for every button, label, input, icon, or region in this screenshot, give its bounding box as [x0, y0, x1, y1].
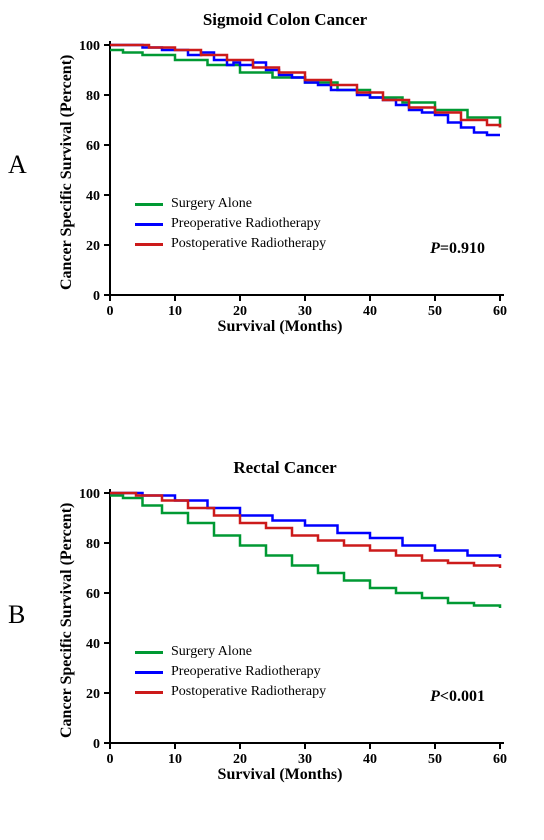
- page: A Sigmoid Colon Cancer 0 10 20 30 40 50 60 0 20 4…: [0, 0, 544, 840]
- svg-text:60: 60: [493, 304, 507, 319]
- svg-text:40: 40: [363, 304, 377, 319]
- p-letter: P: [430, 240, 440, 257]
- panel-a-label: A: [8, 150, 27, 180]
- svg-text:60: 60: [493, 752, 507, 767]
- svg-text:80: 80: [86, 89, 100, 104]
- panel-b-pvalue: P<0.001: [430, 688, 485, 706]
- p-number: =0.910: [440, 240, 485, 257]
- panel-a-title: Sigmoid Colon Cancer: [40, 10, 530, 30]
- legend-swatch: [135, 223, 163, 226]
- panel-a-xlabel: Survival (Months): [70, 318, 490, 336]
- legend-label: Preoperative Radiotherapy: [171, 215, 321, 233]
- svg-text:20: 20: [86, 239, 100, 254]
- p-number: <0.001: [440, 688, 485, 705]
- svg-text:60: 60: [86, 587, 100, 602]
- svg-text:20: 20: [233, 752, 247, 767]
- svg-text:30: 30: [298, 304, 312, 319]
- panel-b-title: Rectal Cancer: [40, 458, 530, 478]
- legend-item: Postoperative Radiotherapy: [135, 235, 326, 253]
- panel-a-svg: 0 10 20 30 40 50 60 0 20 40 60 80 100: [40, 35, 530, 335]
- panel-a-chart: Sigmoid Colon Cancer 0 10 20 30 40 50 60 0 20 40 6…: [40, 10, 530, 360]
- svg-text:0: 0: [93, 737, 100, 752]
- svg-text:100: 100: [79, 487, 100, 502]
- legend-item: Postoperative Radiotherapy: [135, 683, 326, 701]
- p-letter: P: [430, 688, 440, 705]
- panel-a-legend: Surgery Alone Preoperative Radiotherapy Po…: [135, 195, 326, 255]
- legend-swatch: [135, 243, 163, 246]
- svg-text:20: 20: [233, 304, 247, 319]
- panel-b-xlabel: Survival (Months): [70, 766, 490, 784]
- panel-a-pvalue: P=0.910: [430, 240, 485, 258]
- svg-text:40: 40: [86, 637, 100, 652]
- svg-text:80: 80: [86, 537, 100, 552]
- svg-text:0: 0: [107, 752, 114, 767]
- legend-label: Surgery Alone: [171, 195, 252, 213]
- svg-text:0: 0: [93, 289, 100, 304]
- legend-swatch: [135, 691, 163, 694]
- svg-text:50: 50: [428, 752, 442, 767]
- svg-text:10: 10: [168, 304, 182, 319]
- panel-b-chart: Rectal Cancer 0102030405060020406080100 …: [40, 458, 530, 808]
- svg-text:50: 50: [428, 304, 442, 319]
- svg-text:0: 0: [107, 304, 114, 319]
- legend-item: Preoperative Radiotherapy: [135, 215, 326, 233]
- legend-swatch: [135, 203, 163, 206]
- legend-swatch: [135, 651, 163, 654]
- svg-text:10: 10: [168, 752, 182, 767]
- svg-text:60: 60: [86, 139, 100, 154]
- legend-label: Surgery Alone: [171, 643, 252, 661]
- legend-label: Postoperative Radiotherapy: [171, 683, 326, 701]
- panel-b-ylabel: Cancer Specific Survival (Percent): [58, 503, 76, 738]
- legend-label: Preoperative Radiotherapy: [171, 663, 321, 681]
- legend-label: Postoperative Radiotherapy: [171, 235, 326, 253]
- svg-text:30: 30: [298, 752, 312, 767]
- panel-a-ylabel: Cancer Specific Survival (Percent): [58, 55, 76, 290]
- svg-text:40: 40: [86, 189, 100, 204]
- legend-item: Surgery Alone: [135, 195, 326, 213]
- svg-text:40: 40: [363, 752, 377, 767]
- legend-swatch: [135, 671, 163, 674]
- panel-b-svg: 0 10 20 30 40 50 60 0 20 40 60 80 100: [40, 483, 530, 783]
- panel-b-label: B: [8, 600, 25, 630]
- legend-item: Surgery Alone: [135, 643, 326, 661]
- svg-text:100: 100: [79, 39, 100, 54]
- svg-text:20: 20: [86, 687, 100, 702]
- panel-b-legend: Surgery Alone Preoperative Radiotherapy Po…: [135, 643, 326, 703]
- legend-item: Preoperative Radiotherapy: [135, 663, 326, 681]
